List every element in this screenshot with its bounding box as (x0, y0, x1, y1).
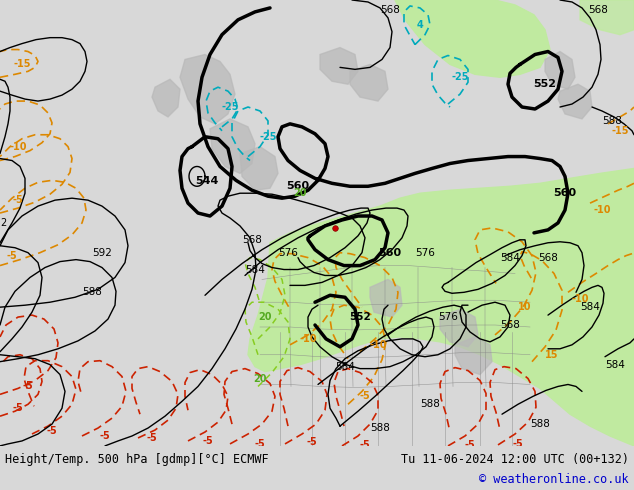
Text: 576: 576 (415, 247, 435, 258)
Text: -5: -5 (203, 436, 214, 446)
Text: 576: 576 (278, 247, 298, 258)
Polygon shape (240, 147, 278, 190)
Text: Tu 11-06-2024 12:00 UTC (00+132): Tu 11-06-2024 12:00 UTC (00+132) (401, 453, 629, 466)
Polygon shape (350, 64, 388, 101)
Text: 568: 568 (500, 320, 520, 330)
Text: -5: -5 (146, 433, 157, 443)
Text: -25: -25 (451, 73, 469, 82)
Text: -25: -25 (259, 132, 277, 142)
Text: -5: -5 (47, 426, 57, 436)
Text: 552: 552 (533, 79, 557, 89)
Text: 2: 2 (0, 218, 6, 228)
Text: -5: -5 (359, 392, 370, 401)
Text: -5: -5 (13, 195, 23, 205)
Text: 588: 588 (602, 116, 622, 126)
Text: -5: -5 (23, 381, 34, 392)
Polygon shape (210, 119, 255, 173)
Text: 10: 10 (518, 302, 532, 312)
Text: © weatheronline.co.uk: © weatheronline.co.uk (479, 473, 629, 487)
Polygon shape (440, 309, 478, 347)
Text: 588: 588 (530, 419, 550, 429)
Text: 584: 584 (335, 362, 355, 371)
Polygon shape (558, 84, 592, 119)
Text: -15: -15 (13, 59, 31, 70)
Text: -10: -10 (571, 294, 589, 304)
Polygon shape (370, 279, 402, 317)
Text: -5: -5 (255, 439, 266, 449)
Text: 568: 568 (242, 235, 262, 245)
Text: -10: -10 (369, 340, 387, 350)
Text: -10: -10 (593, 205, 611, 215)
Text: 568: 568 (538, 253, 558, 263)
Text: -5: -5 (465, 440, 476, 450)
Text: 544: 544 (195, 176, 219, 186)
Text: 592: 592 (92, 247, 112, 258)
Text: -5: -5 (307, 437, 318, 447)
Text: 584: 584 (580, 302, 600, 312)
Text: 560: 560 (287, 181, 309, 191)
Text: 584: 584 (245, 265, 265, 274)
Text: 568: 568 (380, 5, 400, 15)
Text: 584: 584 (500, 253, 520, 263)
Text: 588: 588 (370, 423, 390, 433)
Text: -5: -5 (100, 431, 110, 441)
Text: Height/Temp. 500 hPa [gdmp][°C] ECMWF: Height/Temp. 500 hPa [gdmp][°C] ECMWF (5, 453, 269, 466)
Text: 584: 584 (605, 360, 625, 369)
Text: 20: 20 (253, 373, 267, 384)
Text: 588: 588 (82, 287, 102, 297)
Polygon shape (580, 0, 634, 35)
Polygon shape (152, 79, 180, 117)
Text: 15: 15 (545, 350, 559, 360)
Text: -5: -5 (513, 439, 524, 449)
Text: -5: -5 (13, 403, 23, 413)
Text: 20: 20 (294, 188, 307, 198)
Polygon shape (320, 48, 358, 84)
Text: 576: 576 (438, 312, 458, 322)
Text: 568: 568 (588, 5, 608, 15)
Polygon shape (395, 0, 550, 77)
Text: 20: 20 (258, 312, 272, 322)
Text: 4: 4 (417, 20, 424, 30)
Text: -10: -10 (299, 334, 317, 344)
Polygon shape (248, 169, 634, 446)
Polygon shape (545, 51, 575, 89)
Text: -5: -5 (6, 251, 17, 261)
Text: 552: 552 (349, 312, 371, 322)
Polygon shape (180, 54, 235, 124)
Text: 588: 588 (420, 399, 440, 409)
Text: -25: -25 (221, 102, 239, 112)
Polygon shape (455, 337, 492, 374)
Text: -5: -5 (359, 440, 370, 450)
Text: -10: -10 (10, 142, 27, 151)
Text: -15: -15 (611, 126, 629, 136)
Text: 560: 560 (553, 188, 576, 198)
Text: 560: 560 (378, 247, 401, 258)
